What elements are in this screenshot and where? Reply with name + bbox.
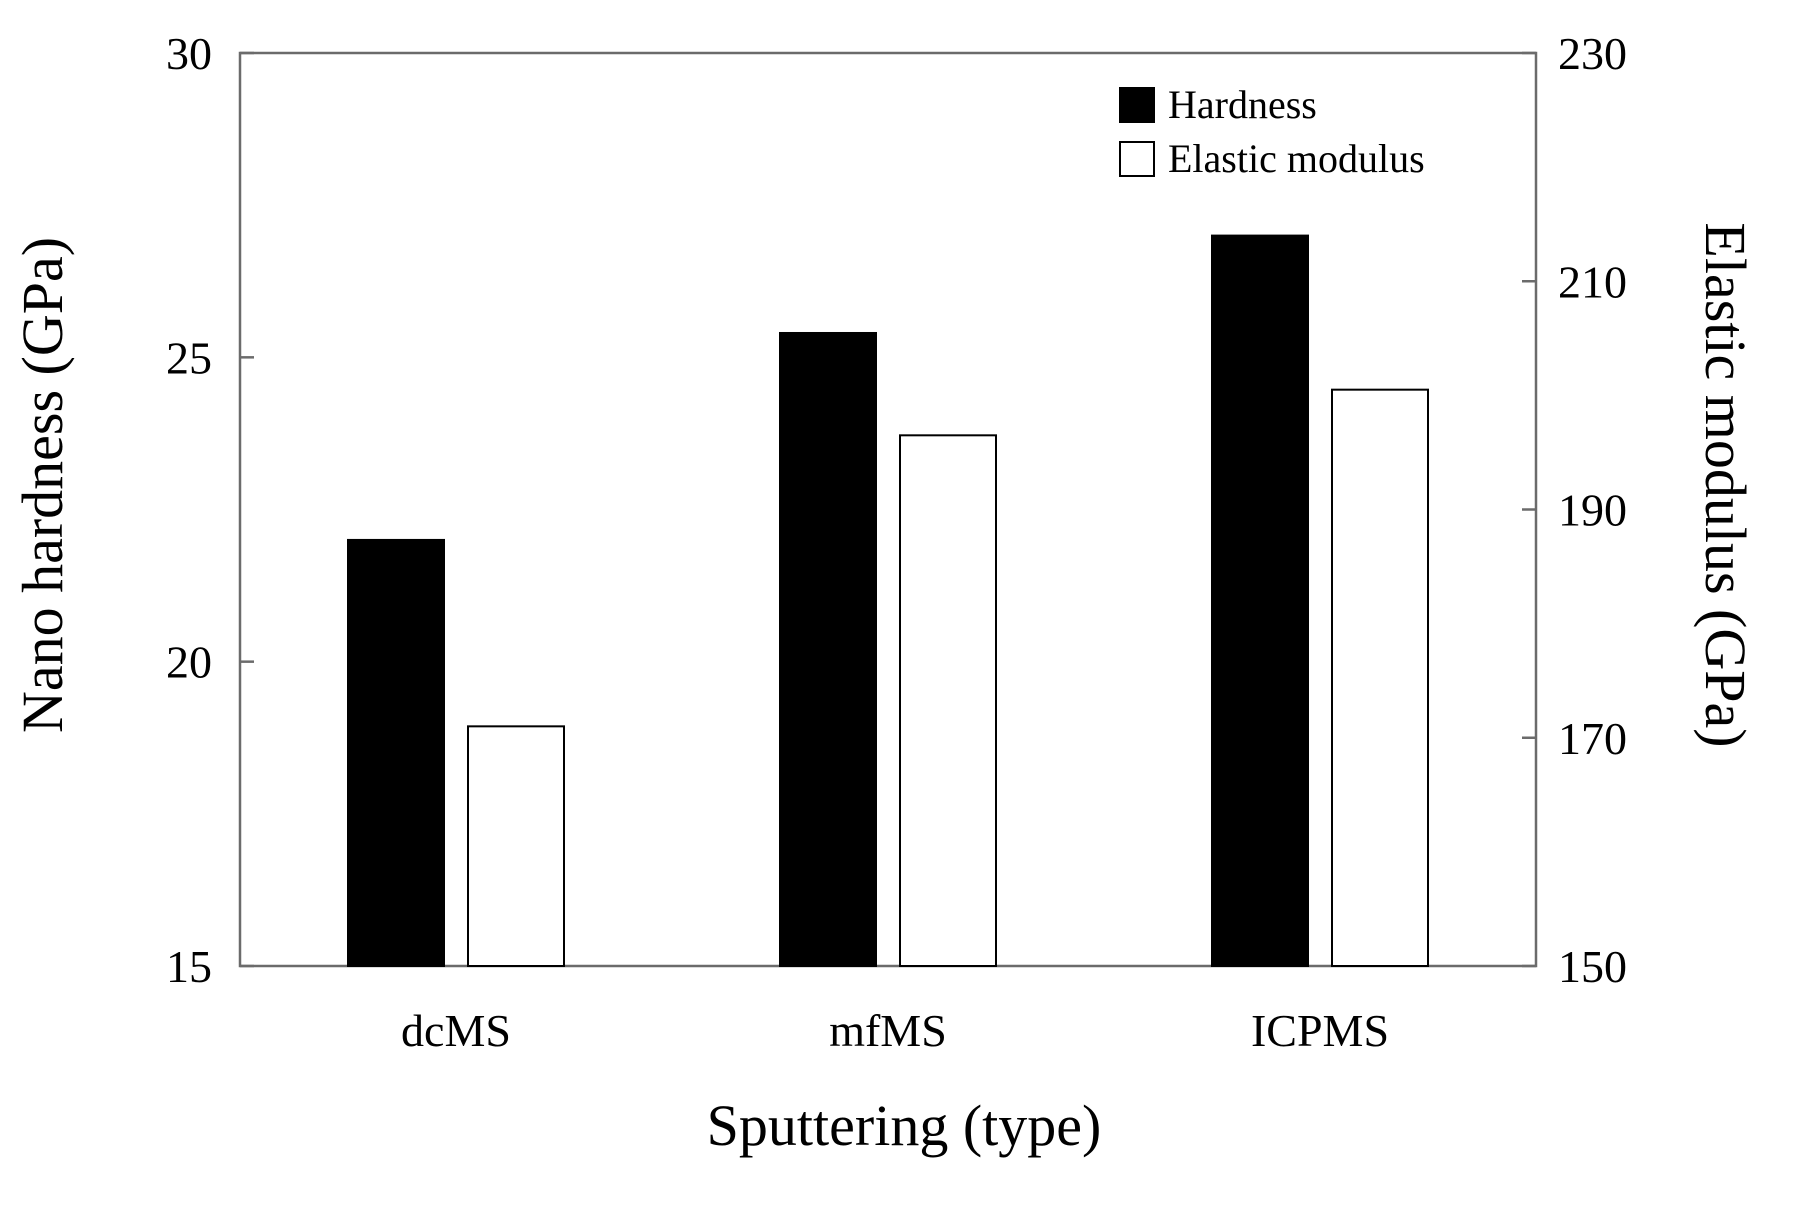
- legend: Hardness Elastic modulus: [1119, 82, 1425, 181]
- bar-elastic-modulus-dcms: [467, 725, 565, 968]
- bar-hardness-mfms: [779, 331, 877, 967]
- bars: [347, 234, 1429, 968]
- y2-tick-label: 190: [1558, 485, 1627, 536]
- x-tick-label: dcMS: [401, 1005, 511, 1056]
- y-tick-label: 20: [166, 637, 212, 688]
- y2-axis-title: Elastic modulus (GPa): [1693, 222, 1758, 747]
- bar-hardness-dcms: [347, 538, 445, 968]
- y-tick-label: 25: [166, 332, 212, 383]
- y-tick-label: 15: [166, 941, 212, 992]
- bar-hardness-icpms: [1211, 234, 1309, 968]
- legend-label-elastic-modulus: Elastic modulus: [1168, 136, 1425, 181]
- legend-swatch-elastic-modulus: [1119, 141, 1155, 177]
- x-axis-title: Sputtering (type): [707, 1093, 1102, 1158]
- y2-tick-label: 170: [1558, 713, 1627, 764]
- y-axis-title: Nano hardness (GPa): [10, 237, 75, 733]
- legend-label-hardness: Hardness: [1168, 82, 1317, 127]
- y2-tick-label: 150: [1558, 941, 1627, 992]
- bar-elastic-modulus-icpms: [1331, 388, 1429, 967]
- bar-elastic-modulus-mfms: [899, 434, 997, 968]
- x-tick-label: ICPMS: [1251, 1005, 1389, 1056]
- axes: dcMS mfMS ICPMS 15 20 25 30 150 170 190 210 230: [166, 28, 1627, 1056]
- x-tick-label: mfMS: [829, 1005, 947, 1056]
- y2-tick-label: 210: [1558, 256, 1627, 307]
- y2-tick-label: 230: [1558, 28, 1627, 79]
- legend-swatch-hardness: [1119, 87, 1155, 123]
- y-tick-label: 30: [166, 28, 212, 79]
